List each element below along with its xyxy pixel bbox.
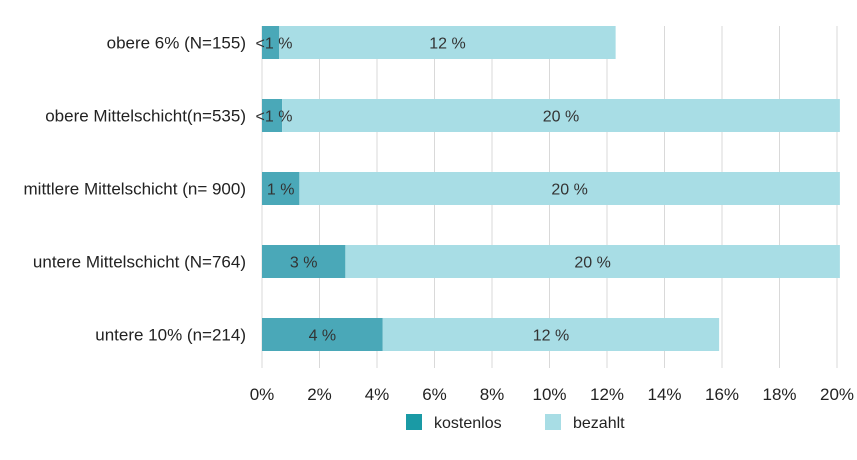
bar-bezahlt (299, 172, 840, 205)
bar-kostenlos (262, 318, 383, 351)
data-label-bezahlt: 12 % (533, 328, 569, 345)
x-tick-label: 20% (820, 385, 854, 404)
category-label: untere Mittelschicht (N=764) (33, 253, 246, 272)
category-label: untere 10% (n=214) (95, 326, 246, 345)
category-label: obere Mittelschicht(n=535) (45, 107, 246, 126)
data-label-kostenlos: 1 % (267, 182, 295, 199)
data-label-kostenlos: 3 % (290, 255, 318, 272)
x-tick-label: 12% (590, 385, 624, 404)
x-tick-label: 16% (705, 385, 739, 404)
category-labels: obere 6% (N=155) obere Mittelschicht(n=53… (24, 34, 247, 345)
legend-label-kostenlos: kostenlos (434, 415, 502, 432)
data-label-kostenlos: <1 % (256, 36, 293, 53)
data-label-bezahlt: 20 % (543, 109, 579, 126)
bar-kostenlos (262, 99, 283, 132)
x-tick-label: 14% (647, 385, 681, 404)
x-tick-label: 0% (250, 385, 275, 404)
x-tick-label: 8% (480, 385, 505, 404)
bars (262, 26, 840, 351)
data-label-bezahlt: 20 % (574, 255, 610, 272)
x-tick-label: 18% (762, 385, 796, 404)
data-label-bezahlt: 12 % (429, 36, 465, 53)
bar-kostenlos (262, 245, 346, 278)
bar-bezahlt (279, 26, 616, 59)
legend-label-bezahlt: bezahlt (573, 415, 625, 432)
legend: kostenlos bezahlt (406, 414, 625, 432)
x-tick-label: 4% (365, 385, 390, 404)
data-labels: <1 % 12 % <1 % 20 % 1 % 20 % 3 % 20 % 4 % 12 % (256, 36, 611, 345)
x-tick-label: 10% (532, 385, 566, 404)
bar-bezahlt (382, 318, 720, 351)
bar-kostenlos (262, 26, 280, 59)
data-label-kostenlos: 4 % (309, 328, 337, 345)
bar-bezahlt (345, 245, 840, 278)
legend-swatch-bezahlt (545, 414, 561, 430)
data-label-bezahlt: 20 % (551, 182, 587, 199)
data-label-kostenlos: <1 % (256, 109, 293, 126)
x-tick-label: 2% (307, 385, 332, 404)
category-label: obere 6% (N=155) (107, 34, 246, 53)
x-tick-label: 6% (422, 385, 447, 404)
legend-swatch-kostenlos (406, 414, 422, 430)
bar-bezahlt (282, 99, 840, 132)
x-axis-tick-labels: 0% 2% 4% 6% 8% 10% 12% 14% 16% 18% 20% (250, 385, 854, 404)
bar-kostenlos (262, 172, 300, 205)
category-label: mittlere Mittelschicht (n= 900) (24, 180, 247, 199)
